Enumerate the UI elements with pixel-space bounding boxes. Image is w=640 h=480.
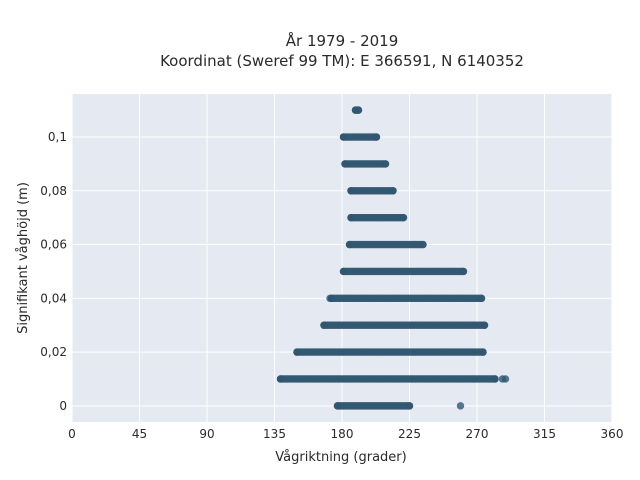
point-band — [339, 267, 468, 276]
outlier-point — [501, 375, 510, 383]
point-band — [347, 187, 397, 195]
point-band — [333, 402, 414, 410]
x-tick-label: 180 — [331, 427, 354, 441]
x-tick-label: 90 — [199, 427, 214, 441]
chart-title: År 1979 - 2019 — [286, 31, 399, 50]
x-tick-label: 270 — [466, 427, 489, 441]
y-tick-label: 0,1 — [48, 130, 67, 144]
x-axis-label: Vågriktning (grader) — [275, 450, 406, 465]
x-tick-label: 0 — [68, 427, 76, 441]
point-band — [276, 375, 499, 383]
x-tick-label: 45 — [132, 427, 147, 441]
point-band — [347, 213, 408, 222]
point-band — [351, 106, 363, 114]
point-band — [341, 160, 390, 168]
y-tick-label: 0 — [59, 399, 67, 413]
point-band — [293, 348, 487, 356]
x-axis-ticks: 0 45 90 135 180 225 270 315 360 — [68, 427, 623, 441]
x-tick-label: 360 — [601, 427, 624, 441]
x-tick-label: 315 — [533, 427, 556, 441]
point-band — [339, 133, 381, 141]
y-axis-ticks: 0 0,02 0,04 0,06 0,08 0,1 — [40, 130, 67, 413]
point-band — [327, 294, 486, 303]
x-tick-label: 135 — [263, 427, 286, 441]
chart-subtitle: Koordinat (Sweref 99 TM): E 366591, N 61… — [160, 52, 524, 70]
y-tick-label: 0,06 — [40, 238, 67, 252]
outlier-point — [456, 402, 465, 410]
y-tick-label: 0,04 — [40, 291, 67, 305]
point-band — [345, 240, 427, 249]
data-points — [276, 106, 510, 410]
y-tick-label: 0,02 — [40, 345, 67, 359]
x-tick-label: 225 — [398, 427, 421, 441]
point-band — [320, 321, 489, 329]
y-axis-label: Signifikant våghöjd (m) — [16, 182, 31, 334]
outlier-point — [326, 294, 334, 303]
y-tick-label: 0,08 — [40, 184, 67, 198]
